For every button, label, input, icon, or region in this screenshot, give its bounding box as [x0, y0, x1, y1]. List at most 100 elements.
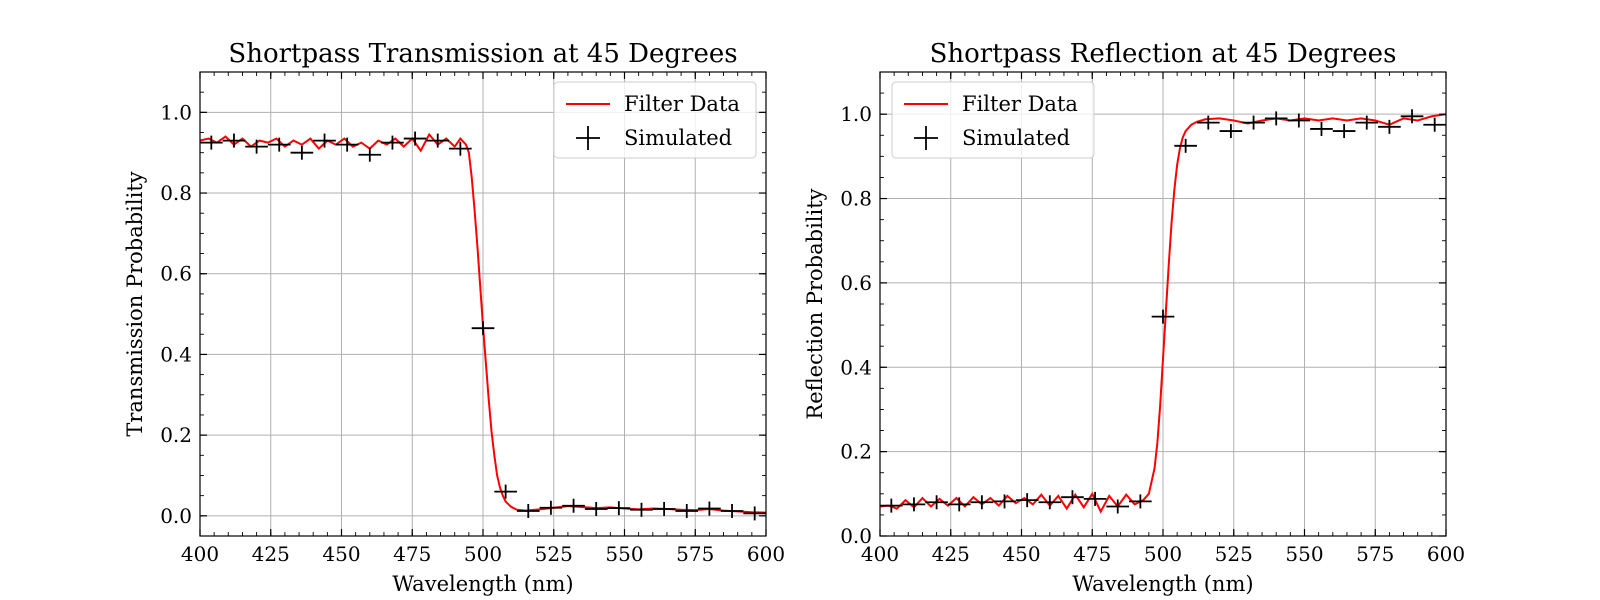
simulated-point	[222, 133, 246, 148]
chart-panel-1: 400 425 450 475 500 525 550 575 600 0.0 0.2 0.4 0.6 0…	[123, 39, 785, 596]
simulated-point	[607, 501, 631, 516]
simulated-point	[1083, 491, 1107, 506]
y-tick-label: 0.2	[840, 440, 872, 464]
simulated-point	[449, 141, 472, 156]
simulated-point	[1219, 124, 1243, 139]
x-tick-label: 550	[605, 542, 643, 566]
legend-label: Filter Data	[962, 92, 1078, 116]
chart-panel-2: 400 425 450 475 500 525 550 575 600 0.0 0.2 0.4 0.6 0…	[803, 39, 1465, 596]
simulated-point	[471, 321, 495, 336]
x-tick-label: 575	[1356, 542, 1394, 566]
simulated-point	[539, 500, 563, 515]
y-tick-label: 0.2	[160, 423, 192, 447]
y-tick-label: 1.0	[160, 100, 192, 124]
x-tick-label: 600	[1427, 542, 1465, 566]
simulated-point	[584, 501, 608, 516]
x-tick-label: 550	[1285, 542, 1323, 566]
chart-title: Shortpass Transmission at 45 Degrees	[228, 39, 737, 69]
simulated-series	[880, 109, 1446, 514]
simulated-point	[1264, 111, 1288, 126]
x-tick-label: 575	[676, 542, 714, 566]
simulated-point	[516, 503, 540, 518]
x-tick-label: 475	[1073, 542, 1111, 566]
simulated-point	[494, 484, 517, 499]
simulated-point	[1423, 117, 1446, 132]
legend-item-simulated: Simulated	[576, 126, 732, 150]
simulated-point	[880, 498, 903, 513]
simulated-point	[245, 139, 268, 154]
legend-item-filter-data: Filter Data	[566, 92, 740, 116]
simulated-point	[630, 502, 653, 517]
legend-box	[891, 81, 1095, 159]
simulated-point	[720, 503, 744, 518]
legend-box	[553, 81, 757, 159]
simulated-point	[267, 137, 291, 152]
simulated-point	[1242, 115, 1265, 130]
simulated-point	[335, 137, 359, 152]
x-tick-label: 500	[464, 542, 502, 566]
simulated-point	[993, 494, 1016, 509]
x-tick-label: 400	[861, 542, 899, 566]
simulated-point	[290, 145, 314, 160]
x-tick-label: 425	[252, 542, 290, 566]
legend-label: Simulated	[624, 126, 732, 150]
simulated-point	[970, 495, 994, 510]
simulated-point	[1355, 115, 1379, 130]
x-tick-label: 525	[535, 542, 573, 566]
legend-item-simulated: Simulated	[914, 126, 1070, 150]
simulated-point	[652, 501, 676, 516]
simulated-point	[1061, 490, 1084, 505]
y-axis-label: Reflection Probability	[803, 188, 827, 419]
x-axis-label: Wavelength (nm)	[392, 572, 573, 596]
simulated-point	[1151, 309, 1175, 324]
simulated-point	[675, 503, 699, 518]
simulated-point	[562, 498, 585, 513]
simulated-point	[698, 501, 721, 516]
simulated-point	[381, 135, 404, 150]
legend: Filter Data Simulated	[553, 81, 757, 159]
x-tick-label: 400	[181, 542, 219, 566]
simulated-series	[200, 131, 766, 521]
simulated-point	[1378, 119, 1401, 134]
simulated-point	[743, 506, 766, 521]
simulated-point	[358, 147, 382, 162]
simulated-point	[1287, 113, 1311, 128]
simulated-point	[1174, 138, 1197, 153]
simulated-point	[1310, 121, 1333, 136]
legend-label: Simulated	[962, 126, 1070, 150]
y-tick-label: 0.8	[160, 181, 192, 205]
simulated-point	[1332, 124, 1356, 139]
simulated-point	[1196, 115, 1220, 130]
simulated-point	[1015, 493, 1039, 508]
y-tick-label: 0.0	[840, 524, 872, 548]
simulated-point	[1106, 499, 1130, 514]
legend-label: Filter Data	[624, 92, 740, 116]
simulated-point	[1038, 495, 1062, 510]
simulated-point	[313, 133, 336, 148]
x-tick-label: 450	[1002, 542, 1040, 566]
y-axis-label: Transmission Probability	[123, 171, 147, 436]
y-tick-label: 0.6	[840, 271, 872, 295]
simulated-point	[925, 495, 948, 510]
x-tick-label: 425	[932, 542, 970, 566]
y-tick-label: 0.8	[840, 187, 872, 211]
simulated-point	[403, 131, 427, 146]
simulated-point	[1400, 109, 1424, 124]
chart-title: Shortpass Reflection at 45 Degrees	[930, 39, 1397, 69]
x-tick-label: 525	[1215, 542, 1253, 566]
simulated-point	[1129, 494, 1152, 509]
x-axis-label: Wavelength (nm)	[1072, 572, 1253, 596]
y-tick-label: 0.0	[160, 504, 192, 528]
legend: Filter Data Simulated	[891, 81, 1095, 159]
x-tick-label: 600	[747, 542, 785, 566]
simulated-point	[902, 497, 926, 512]
x-tick-label: 475	[393, 542, 431, 566]
simulated-point	[947, 497, 971, 512]
x-tick-label: 500	[1144, 542, 1182, 566]
y-tick-label: 0.6	[160, 262, 192, 286]
simulated-point	[426, 133, 450, 148]
x-tick-label: 450	[322, 542, 360, 566]
y-tick-label: 0.4	[160, 342, 192, 366]
y-tick-label: 1.0	[840, 102, 872, 126]
legend-item-filter-data: Filter Data	[904, 92, 1078, 116]
